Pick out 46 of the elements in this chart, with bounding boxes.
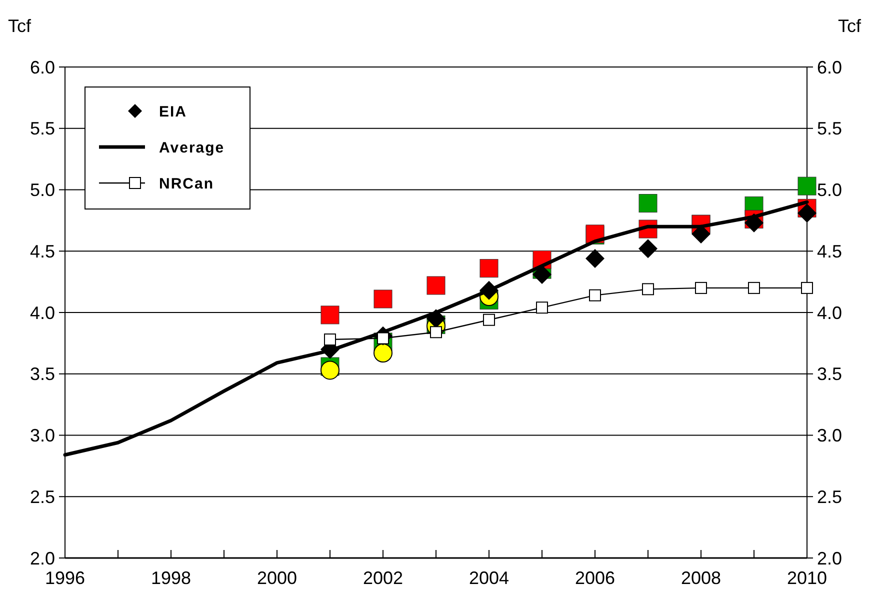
y-tick-label: 2.0 — [30, 548, 55, 568]
y2-tick-label: 5.5 — [817, 118, 842, 139]
y-tick-label: 3.5 — [30, 364, 55, 384]
y2-tick-label: 3.5 — [817, 364, 842, 384]
x-tick-label: 2006 — [574, 568, 616, 588]
x-tick-label: 2010 — [786, 568, 828, 588]
point — [320, 360, 340, 380]
y-tick-label: 5.5 — [30, 118, 55, 139]
x-tick-label: 2000 — [256, 568, 298, 588]
point — [638, 239, 658, 258]
legend-label: Average — [159, 139, 225, 156]
y2-tick-label: 2.0 — [817, 548, 842, 568]
y-tick-label: 4.5 — [30, 241, 55, 262]
point — [798, 204, 816, 223]
point — [536, 302, 548, 314]
y2-tick-label: 6.0 — [817, 57, 842, 78]
point — [483, 314, 495, 326]
point — [320, 306, 340, 324]
y2-tick-label: 4.5 — [817, 241, 842, 262]
y2-tick-label: 4.0 — [817, 302, 842, 323]
y-axis-title: Tcf — [8, 16, 32, 36]
x-tick-label: 1998 — [150, 568, 192, 588]
x-tick-label: 2004 — [468, 568, 510, 588]
x-tick-label: 2008 — [680, 568, 722, 588]
point — [692, 224, 710, 244]
y-tick-label: 4.0 — [30, 302, 55, 323]
point — [374, 344, 392, 363]
point — [374, 290, 392, 308]
y-tick-label: 6.0 — [30, 57, 55, 78]
point — [426, 276, 446, 295]
x-tick-label: 2002 — [362, 568, 404, 588]
point — [638, 194, 658, 213]
y2-tick-label: 5.0 — [817, 180, 842, 200]
y2-tick-label: 3.0 — [817, 426, 842, 446]
legend-label: NRCan — [159, 175, 214, 192]
y2-tick-label: 2.5 — [817, 486, 842, 507]
point — [798, 176, 816, 196]
point — [324, 334, 336, 346]
y-tick-label: 5.0 — [30, 180, 55, 200]
y-tick-label: 2.5 — [30, 486, 55, 507]
y-tick-label: 3.0 — [30, 426, 55, 446]
y2-axis-title: Tcf — [838, 16, 862, 36]
legend-label: EIA — [159, 103, 188, 120]
x-tick-label: 1996 — [44, 568, 86, 588]
point — [586, 248, 604, 268]
point — [480, 259, 498, 278]
